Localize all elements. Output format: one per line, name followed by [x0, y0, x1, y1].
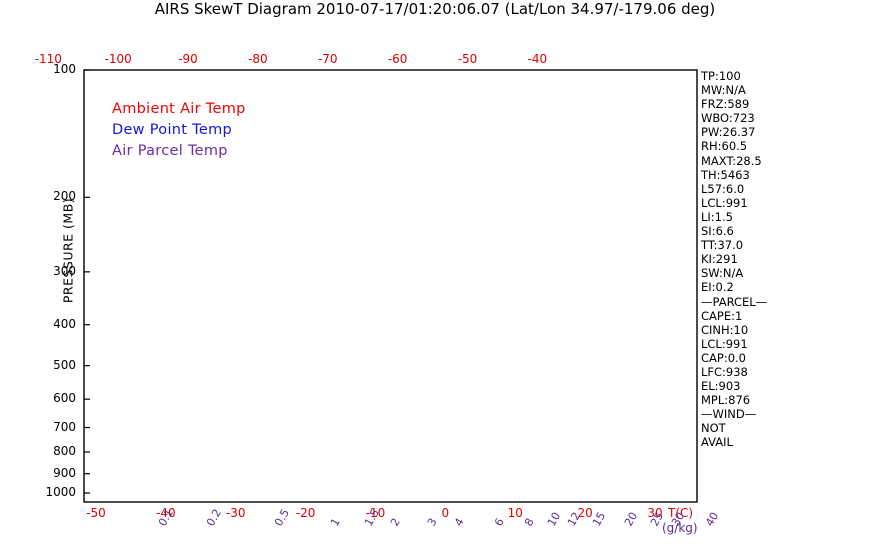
stat-line-15: EI:0.2 — [701, 280, 734, 295]
pressure-tick-800: 800 — [53, 444, 76, 459]
x-axis-mixing-label: (g/kg) — [662, 521, 698, 535]
stat-line-22: EL:903 — [701, 379, 741, 394]
stat-line-0: TP:100 — [701, 69, 741, 83]
stat-line-11: SI:6.6 — [701, 224, 734, 239]
bottom-temp-tick--20: -20 — [295, 506, 316, 520]
stat-line-1: MW:N/A — [701, 83, 746, 98]
pressure-tick-600: 600 — [53, 391, 76, 406]
bottom-temp-tick-10: 10 — [507, 506, 523, 520]
pressure-tick-900: 900 — [53, 465, 76, 480]
stat-line-8: L57:6.0 — [701, 181, 745, 196]
stat-line-9: LCL:991 — [701, 195, 748, 210]
stat-line-18: CINH:10 — [701, 322, 749, 337]
stat-line-5: RH:60.5 — [701, 139, 748, 154]
pressure-tick-400: 400 — [53, 316, 76, 331]
pressure-tick-700: 700 — [53, 419, 76, 434]
stat-line-26: AVAIL — [701, 435, 733, 450]
stat-line-2: FRZ:589 — [701, 97, 750, 112]
top-temp-tick--120: -120 — [0, 52, 8, 66]
bottom-temp-tick-30: 30 — [647, 506, 663, 520]
stat-line-13: KI:291 — [701, 252, 738, 267]
stat-line-4: PW:26.37 — [701, 125, 756, 140]
pressure-tick-300: 300 — [53, 263, 76, 278]
top-temp-tick--70: -70 — [317, 52, 338, 66]
bottom-temp-tick--50: -50 — [86, 506, 106, 520]
stat-line-14: SW:N/A — [701, 266, 744, 281]
stat-line-16: —PARCEL— — [701, 294, 768, 309]
bottom-temp-tick-0: 0 — [441, 506, 450, 520]
stat-line-24: —WIND— — [701, 407, 757, 422]
pressure-tick-500: 500 — [53, 357, 76, 372]
stat-line-17: CAPE:1 — [701, 308, 743, 323]
stat-line-21: LFC:938 — [701, 364, 748, 379]
stat-line-23: MPL:876 — [701, 393, 751, 408]
pressure-tick-1000: 1000 — [45, 485, 76, 500]
top-temp-tick--50: -50 — [457, 52, 478, 66]
legend-ambient-air-temp: Ambient Air Temp — [112, 101, 246, 117]
stat-line-7: TH:5463 — [701, 167, 750, 182]
page-title: AIRS SkewT Diagram 2010-07-17/01:20:06.0… — [154, 0, 716, 18]
top-temp-tick--80: -80 — [248, 52, 268, 66]
legend-dew-point-temp: Dew Point Temp — [112, 122, 233, 138]
top-temp-tick--60: -60 — [387, 52, 408, 66]
bottom-temp-tick--10: -10 — [365, 506, 386, 520]
top-temp-tick--40: -40 — [527, 52, 548, 66]
stat-line-3: WBO:723 — [701, 111, 755, 126]
legend-air-parcel-temp: Air Parcel Temp — [112, 143, 228, 159]
top-temp-tick--90: -90 — [178, 52, 198, 66]
stat-line-25: NOT — [701, 421, 726, 436]
bottom-temp-tick--40: -40 — [156, 506, 176, 520]
bottom-temp-tick-20: 20 — [577, 506, 593, 520]
pressure-tick-200: 200 — [53, 189, 76, 204]
stat-line-10: LI:1.5 — [701, 209, 733, 224]
x-axis-temp-label: T(C) — [668, 506, 694, 520]
stat-line-20: CAP:0.0 — [701, 350, 746, 365]
stat-line-12: TT:37.0 — [701, 238, 744, 253]
stats-panel: TP:100 MW:N/A FRZ:589 WBO:723 PW:26.37 RH:60.… — [701, 69, 767, 450]
stat-line-19: LCL:991 — [701, 336, 748, 351]
stat-line-6: MAXT:28.5 — [701, 153, 762, 168]
top-temp-tick--100: -100 — [104, 52, 132, 66]
bottom-temp-tick--30: -30 — [225, 506, 246, 520]
top-temp-tick--110: -110 — [34, 52, 62, 66]
pressure-tick-100: 100 — [53, 62, 76, 76]
